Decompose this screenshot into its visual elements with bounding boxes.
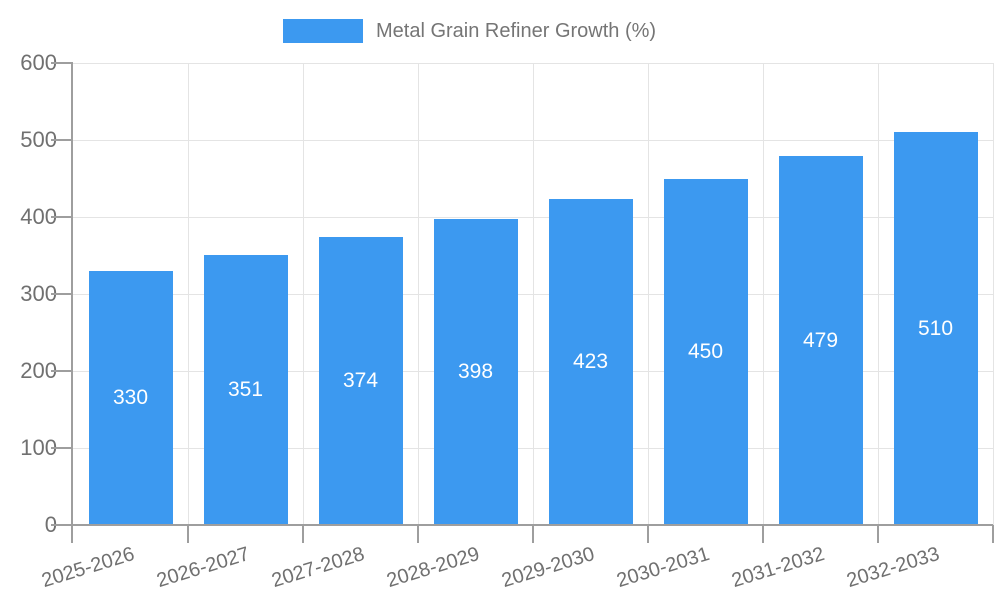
y-tick-mark <box>51 370 73 372</box>
bar[interactable]: 374 <box>318 237 403 525</box>
x-axis-tick-label: 2028-2029 <box>384 543 482 593</box>
x-axis-tick-label: 2032-2033 <box>844 543 942 593</box>
y-axis-tick-label: 500 <box>20 127 57 152</box>
x-tick-mark <box>302 525 304 543</box>
y-axis-tick-label: 0 <box>44 512 57 537</box>
y-axis-tick-label: 400 <box>20 204 57 229</box>
x-tick-mark <box>647 525 649 543</box>
bar[interactable]: 330 <box>88 270 173 525</box>
v-gridline <box>762 63 764 525</box>
bar[interactable]: 398 <box>433 218 518 525</box>
bar-value-label: 510 <box>917 316 954 340</box>
bar[interactable]: 510 <box>893 132 978 525</box>
legend-label: Metal Grain Refiner Growth (%) <box>376 20 657 42</box>
legend-swatch <box>283 19 363 43</box>
y-tick-mark <box>51 447 73 449</box>
bar-value-label: 479 <box>802 328 839 352</box>
v-gridline <box>877 63 879 525</box>
v-gridline <box>647 63 649 525</box>
y-axis-tick-label: 100 <box>20 435 57 460</box>
x-tick-mark <box>877 525 879 543</box>
x-tick-mark <box>417 525 419 543</box>
x-axis-tick-label: 2030-2031 <box>614 543 712 593</box>
y-axis-tick-label: 600 <box>20 50 57 75</box>
x-axis-tick-label: 2026-2027 <box>154 543 252 593</box>
x-tick-mark <box>762 525 764 543</box>
v-gridline <box>187 63 189 525</box>
y-axis-tick-label: 200 <box>20 358 57 383</box>
y-tick-mark <box>51 293 73 295</box>
bar-value-label: 374 <box>342 369 379 392</box>
y-axis-line <box>71 63 73 543</box>
bar-value-label: 423 <box>572 350 609 374</box>
x-axis-line <box>73 524 993 526</box>
x-axis-tick-label: 2029-2030 <box>499 543 597 593</box>
bar-value-label: 450 <box>687 339 724 363</box>
y-axis-tick-label: 300 <box>20 281 57 306</box>
v-gridline <box>992 63 994 525</box>
x-tick-mark <box>532 525 534 543</box>
x-axis-tick-label: 2027-2028 <box>269 543 367 593</box>
bar-value-label: 351 <box>227 377 264 401</box>
bar-value-label: 330 <box>112 385 149 409</box>
legend[interactable]: Metal Grain Refiner Growth (%) <box>283 19 656 43</box>
x-axis-tick-label: 2031-2032 <box>729 543 827 593</box>
y-tick-mark <box>51 524 73 526</box>
bar[interactable]: 351 <box>203 254 288 525</box>
v-gridline <box>302 63 304 525</box>
bar-value-label: 398 <box>457 359 494 383</box>
x-tick-mark <box>992 525 994 543</box>
x-axis-labels: 2025-2026 2026-2027 2027-2028 2028-2029 2029… <box>39 543 993 600</box>
x-axis-tick-label: 2025-2026 <box>39 543 137 593</box>
bar[interactable]: 450 <box>663 178 748 525</box>
bar[interactable]: 423 <box>548 199 633 525</box>
bar[interactable]: 479 <box>778 156 863 525</box>
y-tick-mark <box>51 62 73 64</box>
v-gridline <box>532 63 534 525</box>
y-tick-mark <box>51 139 73 141</box>
x-tick-mark <box>187 525 189 543</box>
y-tick-mark <box>51 216 73 218</box>
v-gridline <box>417 63 419 525</box>
